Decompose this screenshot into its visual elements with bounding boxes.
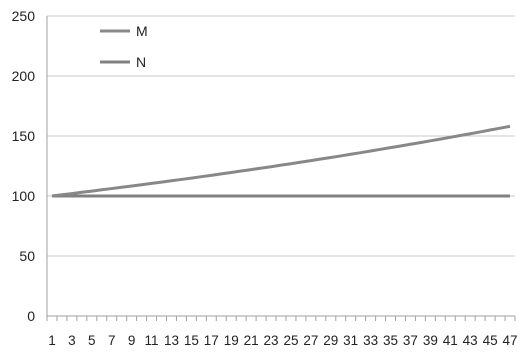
x-tick-label-17: 17 xyxy=(204,333,219,348)
x-tick-label-41: 41 xyxy=(443,333,458,348)
series-line-m xyxy=(51,124,511,198)
x-tick-label-19: 19 xyxy=(224,333,239,348)
x-tick-label-37: 37 xyxy=(403,333,418,348)
x-tick-label-23: 23 xyxy=(264,333,279,348)
y-tick-label-100: 100 xyxy=(12,188,36,204)
legend-label-m: M xyxy=(136,23,148,39)
x-tick-label-25: 25 xyxy=(283,333,298,348)
x-tick-label-29: 29 xyxy=(323,333,338,348)
x-tick-label-9: 9 xyxy=(128,333,136,348)
y-tick-label-250: 250 xyxy=(12,8,36,24)
legend: MN xyxy=(100,23,148,70)
x-tick-label-15: 15 xyxy=(184,333,199,348)
x-tick-label-47: 47 xyxy=(503,333,518,348)
x-tick-label-31: 31 xyxy=(343,333,358,348)
x-tick-label-7: 7 xyxy=(108,333,116,348)
y-tick-label-50: 50 xyxy=(19,248,35,264)
x-tick-label-13: 13 xyxy=(164,333,179,348)
legend-label-n: N xyxy=(136,54,146,70)
y-tick-label-150: 150 xyxy=(12,128,36,144)
x-tick-label-35: 35 xyxy=(383,333,398,348)
x-tick-label-27: 27 xyxy=(303,333,318,348)
series-layer xyxy=(51,124,511,198)
x-tick-label-5: 5 xyxy=(88,333,96,348)
x-tick-label-43: 43 xyxy=(463,333,478,348)
x-tick-label-21: 21 xyxy=(244,333,259,348)
x-tick-label-33: 33 xyxy=(363,333,378,348)
x-tick-label-45: 45 xyxy=(483,333,498,348)
x-tick-label-11: 11 xyxy=(145,333,159,348)
x-tick-label-39: 39 xyxy=(423,333,438,348)
y-tick-label-200: 200 xyxy=(12,68,36,84)
x-tick-label-3: 3 xyxy=(68,333,76,348)
x-tick-label-1: 1 xyxy=(48,333,56,348)
y-tick-label-0: 0 xyxy=(27,308,35,324)
